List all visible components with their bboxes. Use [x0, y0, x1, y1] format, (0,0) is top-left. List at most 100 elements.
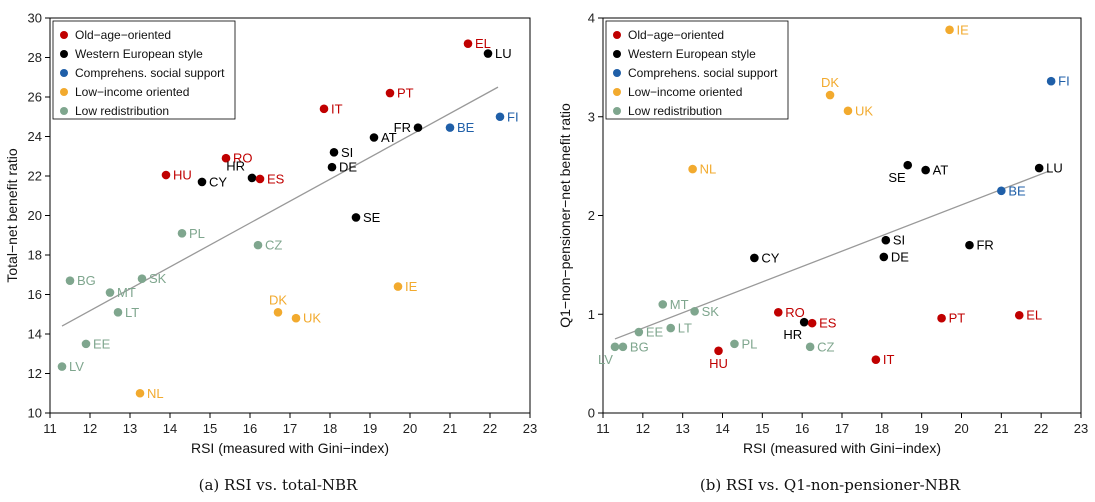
point-hr — [247, 173, 257, 183]
point-fr — [413, 123, 423, 132]
y-axis-label: Q1−non−pensioner−net benefit ratio — [557, 103, 573, 328]
point-label-pt: PT — [397, 86, 414, 101]
x-tick-label: 19 — [914, 421, 928, 436]
point-at — [921, 165, 930, 175]
y-tick-label: 16 — [28, 287, 42, 302]
legend: Old−age−oriented Western European style Co… — [605, 20, 789, 120]
point-label-lu: LU — [495, 46, 512, 61]
point-label-cy: CY — [209, 174, 227, 189]
point-label-es: ES — [819, 316, 837, 331]
x-tick-label: 18 — [323, 421, 337, 436]
point-label-bg: BG — [630, 339, 649, 354]
point-label-lv: LV — [69, 359, 84, 374]
point-bg — [65, 276, 75, 285]
point-pl — [177, 228, 187, 238]
legend-entry-lowred: Low redistribution — [628, 104, 722, 118]
y-tick-label: 1 — [588, 307, 595, 322]
legend-entry-west: Western European style — [75, 47, 203, 61]
legend-marker-lowred — [60, 107, 68, 115]
point-label-el: EL — [1026, 308, 1042, 323]
point-cz — [805, 342, 815, 352]
point-label-hu: HU — [173, 168, 192, 183]
y-tick-label: 0 — [588, 406, 595, 421]
legend-marker-comp — [60, 69, 68, 77]
legend-entry-comp: Comprehens. social support — [628, 66, 778, 80]
point-nl — [688, 164, 697, 174]
point-label-nl: NL — [700, 162, 717, 177]
point-label-be: BE — [1008, 183, 1026, 198]
legend-box — [605, 20, 789, 120]
y-tick-label: 4 — [588, 11, 595, 26]
point-label-es: ES — [267, 171, 285, 186]
x-tick-label: 12 — [83, 421, 97, 436]
legend-box — [52, 20, 236, 120]
point-fi — [495, 112, 505, 122]
x-tick-label: 22 — [1034, 421, 1048, 436]
legend-entry-low: Low−income oriented — [75, 85, 189, 99]
point-label-pt: PT — [949, 311, 966, 326]
point-pl — [730, 339, 739, 349]
point-label-uk: UK — [303, 311, 321, 326]
point-be — [997, 186, 1006, 196]
x-tick-label: 16 — [795, 421, 809, 436]
point-label-lu: LU — [1046, 161, 1063, 176]
y-tick-label: 10 — [28, 406, 42, 421]
point-dk — [825, 90, 835, 100]
point-label-uk: UK — [855, 103, 873, 118]
point-sk — [137, 274, 147, 284]
x-tick-label: 13 — [675, 421, 689, 436]
x-axis-label: RSI (measured with Gini−index) — [191, 440, 389, 456]
panel-a: 11 12 13 14 15 16 17 18 19 20 21 22 23 10 12 14 16 18 20 22… — [4, 11, 537, 495]
legend-marker-lowred — [613, 107, 621, 115]
point-label-ee: EE — [93, 336, 111, 351]
point-label-it: IT — [883, 352, 895, 367]
y-tick-label: 3 — [588, 109, 595, 124]
point-lv — [610, 342, 620, 352]
legend-entry-old: Old−age−oriented — [75, 28, 171, 42]
x-tick-label: 11 — [43, 421, 57, 436]
legend-marker-comp — [613, 69, 621, 77]
point-ro — [773, 307, 783, 317]
point-label-nl: NL — [147, 386, 164, 401]
point-uk — [291, 313, 301, 323]
point-el — [1014, 310, 1024, 320]
point-label-it: IT — [331, 101, 343, 116]
legend-marker-west — [613, 50, 621, 58]
point-bg — [618, 342, 628, 352]
point-mt — [658, 300, 668, 309]
x-axis-label: RSI (measured with Gini−index) — [743, 440, 941, 456]
point-dk — [273, 307, 283, 317]
point-ie — [945, 25, 954, 35]
y-axis-label: Total−net benefit ratio — [4, 148, 20, 282]
point-es — [807, 318, 817, 328]
point-label-cz: CZ — [265, 238, 282, 253]
x-tick-label: 13 — [123, 421, 137, 436]
x-tick-label: 17 — [835, 421, 849, 436]
point-se — [903, 160, 913, 170]
x-tick-label: 20 — [954, 421, 968, 436]
y-tick-label: 26 — [28, 90, 42, 105]
legend-marker-low — [613, 88, 621, 96]
point-de — [879, 252, 889, 262]
point-de — [327, 162, 337, 172]
point-label-lv: LV — [598, 352, 613, 367]
point-nl — [135, 388, 145, 398]
x-tick-label: 20 — [403, 421, 417, 436]
point-hu — [161, 170, 171, 180]
point-label-ie: IE — [405, 279, 418, 294]
point-label-sk: SK — [149, 271, 167, 286]
point-label-cy: CY — [761, 250, 779, 265]
x-tick-label: 12 — [636, 421, 650, 436]
point-fi — [1046, 76, 1056, 86]
point-cy — [750, 253, 759, 263]
x-tick-label: 21 — [994, 421, 1008, 436]
legend-entry-lowred: Low redistribution — [75, 104, 169, 118]
x-tick-label: 22 — [483, 421, 497, 436]
point-hr — [799, 317, 809, 327]
point-hu — [714, 346, 723, 356]
x-tick-label: 15 — [755, 421, 769, 436]
panel-caption: (a) RSI vs. total-NBR — [199, 476, 358, 494]
point-lt — [113, 307, 123, 317]
